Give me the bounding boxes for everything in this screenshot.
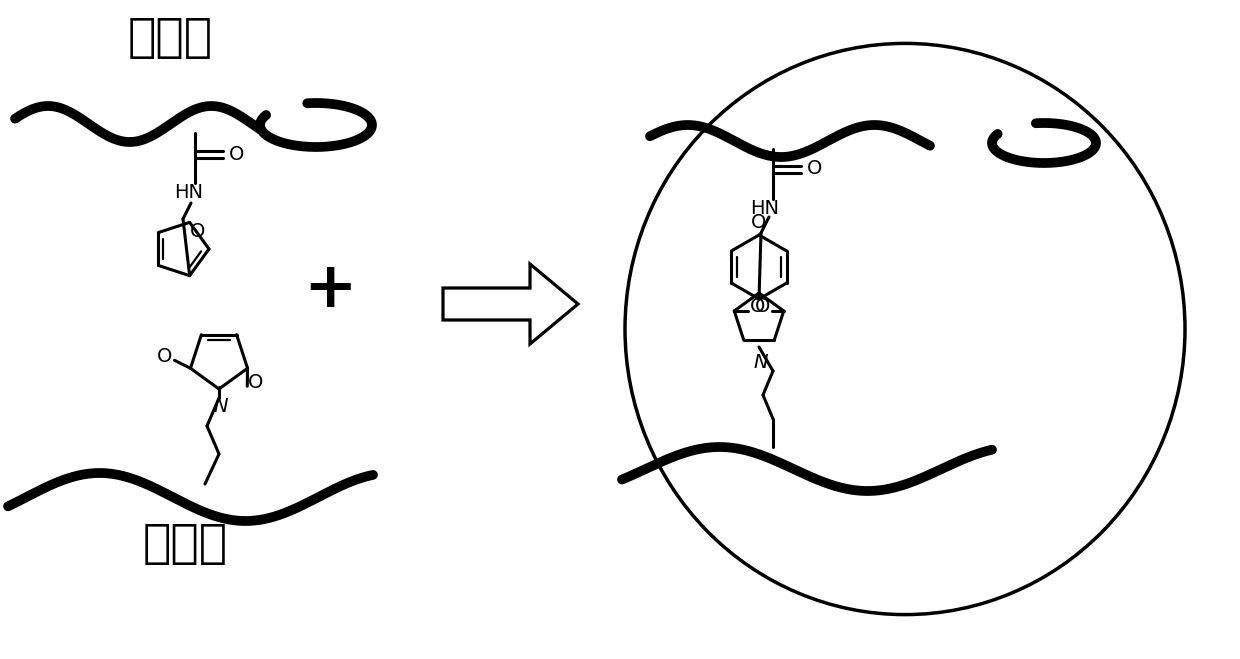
Text: O: O bbox=[750, 297, 765, 316]
Text: O: O bbox=[807, 159, 822, 179]
Text: O: O bbox=[248, 373, 263, 391]
Text: 壳聚糖: 壳聚糖 bbox=[128, 16, 212, 61]
Text: HN: HN bbox=[175, 183, 203, 202]
Text: HN: HN bbox=[750, 198, 780, 217]
Text: O: O bbox=[190, 222, 206, 241]
Text: O: O bbox=[156, 347, 172, 366]
Text: 海藻酸: 海藻酸 bbox=[143, 522, 228, 567]
Text: O: O bbox=[751, 212, 766, 231]
Polygon shape bbox=[443, 264, 578, 344]
Text: N: N bbox=[754, 353, 769, 372]
Text: N: N bbox=[213, 397, 228, 416]
Text: O: O bbox=[229, 144, 244, 163]
Text: +: + bbox=[304, 258, 357, 320]
Text: O: O bbox=[755, 297, 770, 316]
